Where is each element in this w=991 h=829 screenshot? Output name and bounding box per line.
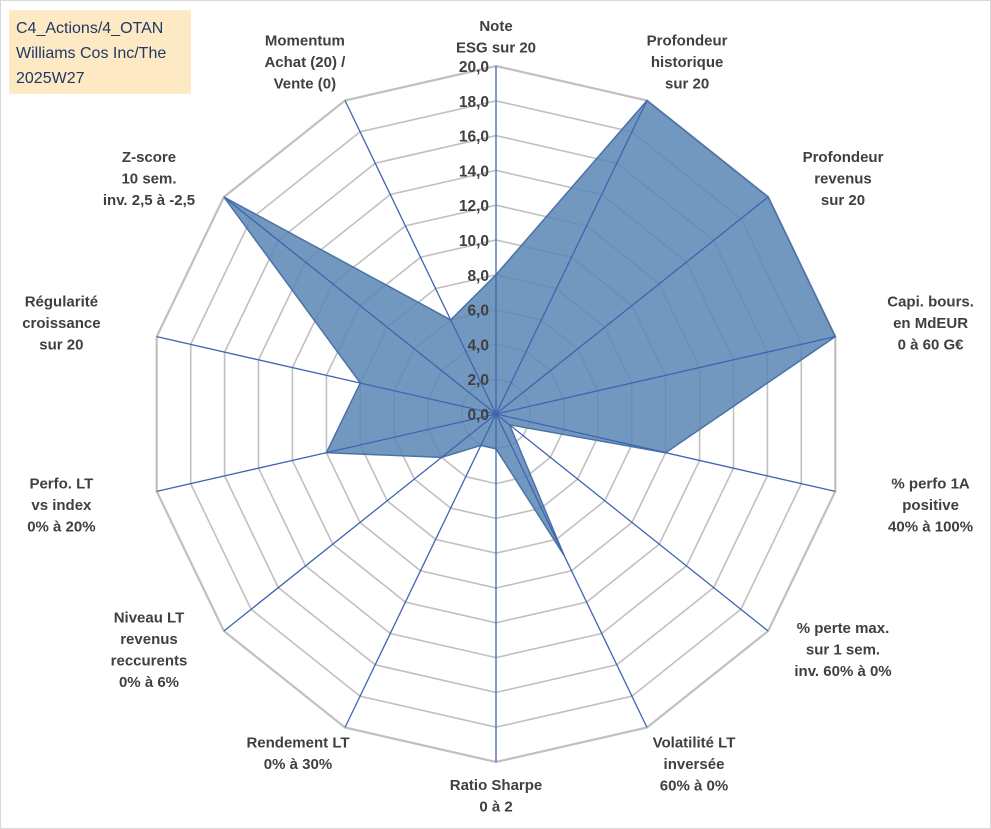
- axis-spoke: [495, 196, 769, 415]
- tick-label: 10,0: [459, 233, 489, 250]
- axis-label: % perte max. sur 1 sem. inv. 60% à 0%: [794, 620, 891, 680]
- tick-label: 12,0: [459, 198, 489, 215]
- axis-label: Profondeur historique sur 20: [647, 33, 728, 93]
- axis-label: Note ESG sur 20: [456, 18, 536, 57]
- tick-label: 20,0: [459, 59, 489, 76]
- axis-label: Perfo. LT vs index 0% à 20%: [27, 475, 95, 535]
- tick-label: 14,0: [459, 163, 489, 180]
- axis-spokes: [156, 66, 836, 762]
- axis-spoke: [344, 100, 497, 415]
- axis-spoke: [344, 413, 497, 728]
- title-box: C4_Actions/4_OTAN Williams Cos Inc/The 2…: [9, 10, 191, 94]
- tick-label: 6,0: [467, 303, 489, 320]
- axis-labels: Note ESG sur 20 Profondeur historique sur 20…: [22, 18, 974, 816]
- tick-label: 4,0: [467, 337, 489, 354]
- radial-tick-labels: 0,0 2,0 4,0 6,0 8,0 10,0 12,0 14,0 16,0 18,0 20,0: [459, 59, 489, 424]
- axis-label: Rendement LT 0% à 30%: [246, 734, 349, 773]
- axis-spoke: [495, 413, 769, 632]
- axis-spoke: [156, 335, 497, 415]
- axis-label: Régularité croissance sur 20: [22, 294, 100, 354]
- data-area-group: [223, 99, 837, 556]
- axis-spoke: [223, 196, 497, 415]
- axis-spoke: [495, 413, 836, 493]
- axis-label: Capi. bours. en MdEUR 0 à 60 G€: [887, 294, 974, 354]
- tick-label: 18,0: [459, 94, 489, 111]
- tick-label: 0,0: [467, 407, 489, 424]
- axis-spoke: [495, 335, 836, 415]
- axis-spoke: [156, 413, 497, 493]
- title-line-3: 2025W27: [16, 70, 85, 87]
- title-line-1: C4_Actions/4_OTAN: [16, 20, 164, 37]
- tick-label: 16,0: [459, 129, 489, 146]
- axis-spoke: [223, 413, 497, 632]
- axis-label: Z-score 10 sem. inv. 2,5 à -2,5: [103, 149, 195, 209]
- axis-label: % perfo 1A positive 40% à 100%: [888, 475, 973, 535]
- axis-label: Momentum Achat (20) / Vente (0): [264, 33, 346, 93]
- axis-label: Volatilité LT inversée 60% à 0%: [653, 734, 736, 794]
- axis-label: Ratio Sharpe 0 à 2: [450, 777, 543, 816]
- title-line-2: Williams Cos Inc/The: [16, 45, 167, 62]
- tick-label: 8,0: [467, 268, 489, 285]
- axis-spoke: [495, 413, 648, 728]
- axis-spoke: [495, 100, 648, 415]
- data-area: [223, 99, 837, 556]
- axis-label: Profondeur revenus sur 20: [803, 149, 884, 209]
- tick-label: 2,0: [467, 372, 489, 389]
- axis-label: Niveau LT revenus reccurents 0% à 6%: [111, 609, 188, 691]
